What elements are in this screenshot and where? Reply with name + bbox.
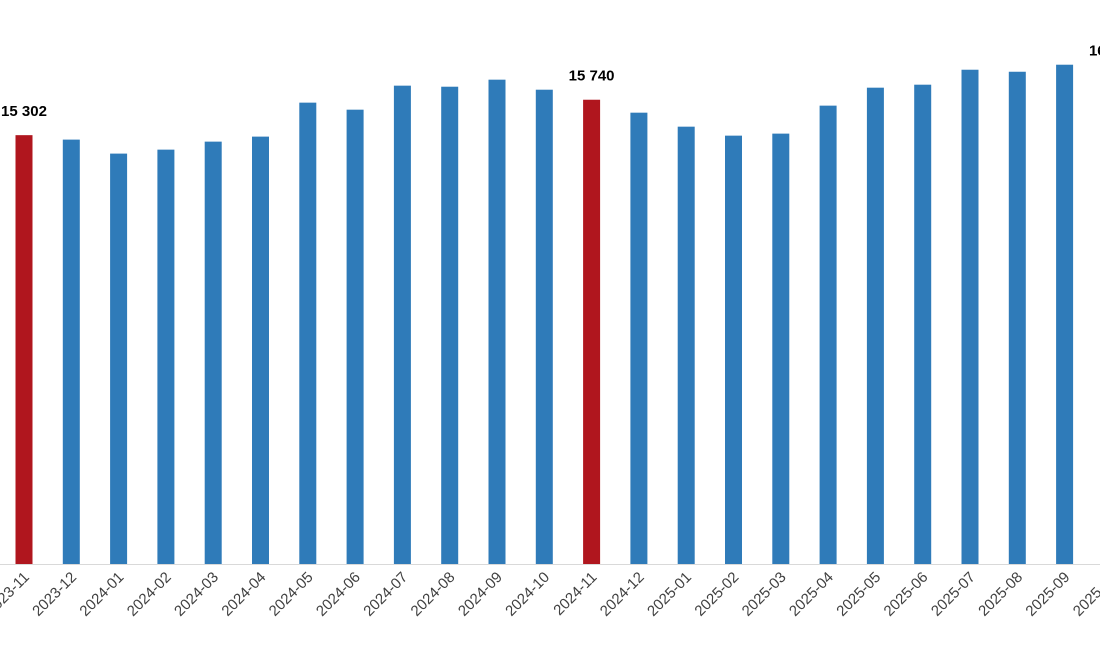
bar	[961, 69, 979, 565]
bar	[725, 135, 742, 564]
bar	[772, 133, 790, 564]
x-tick-label: 2025-06	[881, 569, 932, 620]
bar	[535, 89, 553, 565]
bar	[677, 126, 695, 564]
x-tick-label: 2024-12	[597, 569, 648, 620]
bar	[252, 136, 269, 564]
x-tick-label: 2024-09	[455, 569, 506, 620]
bar	[819, 105, 837, 564]
x-tick-label: 2023-12	[29, 569, 80, 620]
bar	[441, 86, 459, 565]
bar	[914, 84, 932, 565]
bar	[157, 149, 175, 564]
x-tick-label: 2023-11	[0, 569, 33, 619]
x-tick-label: 2025-05	[833, 569, 884, 620]
x-tick-label: 2024-04	[218, 569, 269, 620]
x-tick-label: 2025-04	[786, 569, 837, 620]
x-tick-label: 2024-11	[550, 569, 600, 619]
bar	[299, 102, 317, 564]
bar	[630, 112, 648, 565]
x-tick-label: 2024-06	[313, 569, 364, 620]
x-tick-label: 2024-02	[124, 569, 175, 620]
value-label: 15 302	[1, 103, 47, 120]
bar	[1056, 64, 1074, 565]
bar	[583, 99, 601, 564]
bar	[110, 153, 128, 564]
x-tick-label: 2025-08	[975, 569, 1026, 620]
x-tick-label: 2024-05	[266, 569, 317, 620]
x-tick-label: 2024-01	[76, 569, 127, 620]
x-tick-label: 2024-03	[171, 569, 222, 620]
x-tick-label: 2025-01	[644, 569, 695, 620]
x-tick-label: 2025-07	[928, 569, 979, 620]
bar	[62, 139, 80, 564]
x-tick-label: 2024-10	[502, 569, 553, 620]
x-tick-label: 2025-03	[739, 569, 790, 620]
bar	[1008, 71, 1026, 564]
value-label: 16 049	[1089, 43, 1100, 60]
bar	[346, 109, 364, 564]
x-tick-label: 2024-08	[408, 569, 459, 620]
x-tick-label: 2025-10	[1070, 569, 1100, 620]
x-tick-label: 2025-09	[1022, 569, 1073, 620]
bar	[15, 135, 33, 565]
bar	[204, 141, 222, 564]
bar	[488, 79, 506, 565]
x-tick-label: 2025-02	[691, 569, 742, 620]
x-tick-label: 2024-07	[360, 569, 411, 620]
value-label: 15 740	[569, 68, 615, 85]
bar	[393, 85, 411, 564]
bar	[866, 87, 884, 564]
